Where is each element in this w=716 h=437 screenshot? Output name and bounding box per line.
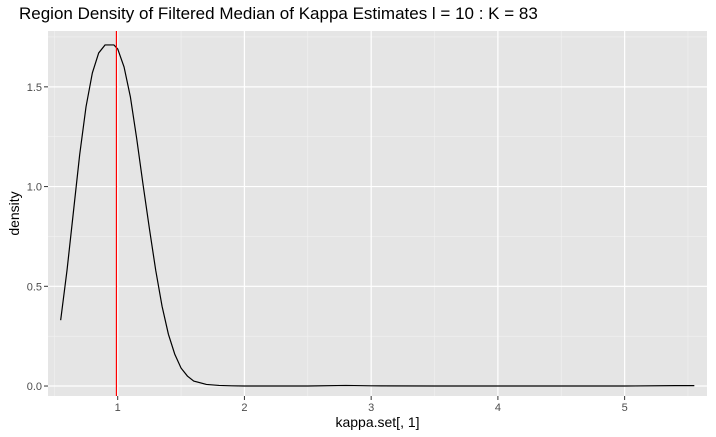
y-tick-label: 0.5 — [27, 281, 42, 293]
y-axis-title: density — [6, 191, 22, 235]
y-tick-label: 1.5 — [27, 82, 42, 94]
x-tick-label: 5 — [622, 402, 628, 414]
plot-panel — [48, 31, 707, 396]
x-axis-ticks: 1 2 3 4 5 — [115, 396, 628, 414]
minor-gridlines — [48, 31, 707, 396]
y-tick-label: 0.0 — [27, 381, 42, 393]
x-tick-label: 3 — [368, 402, 374, 414]
x-tick-label: 4 — [495, 402, 501, 414]
density-curve — [60, 44, 695, 387]
x-tick-label: 2 — [241, 402, 247, 414]
y-axis-ticks: 0.0 0.5 1.0 1.5 — [27, 82, 48, 393]
y-tick-label: 1.0 — [27, 182, 42, 194]
chart-title: Region Density of Filtered Median of Kap… — [19, 4, 538, 23]
x-tick-label: 1 — [115, 402, 121, 414]
x-axis-title: kappa.set[, 1] — [335, 414, 419, 430]
